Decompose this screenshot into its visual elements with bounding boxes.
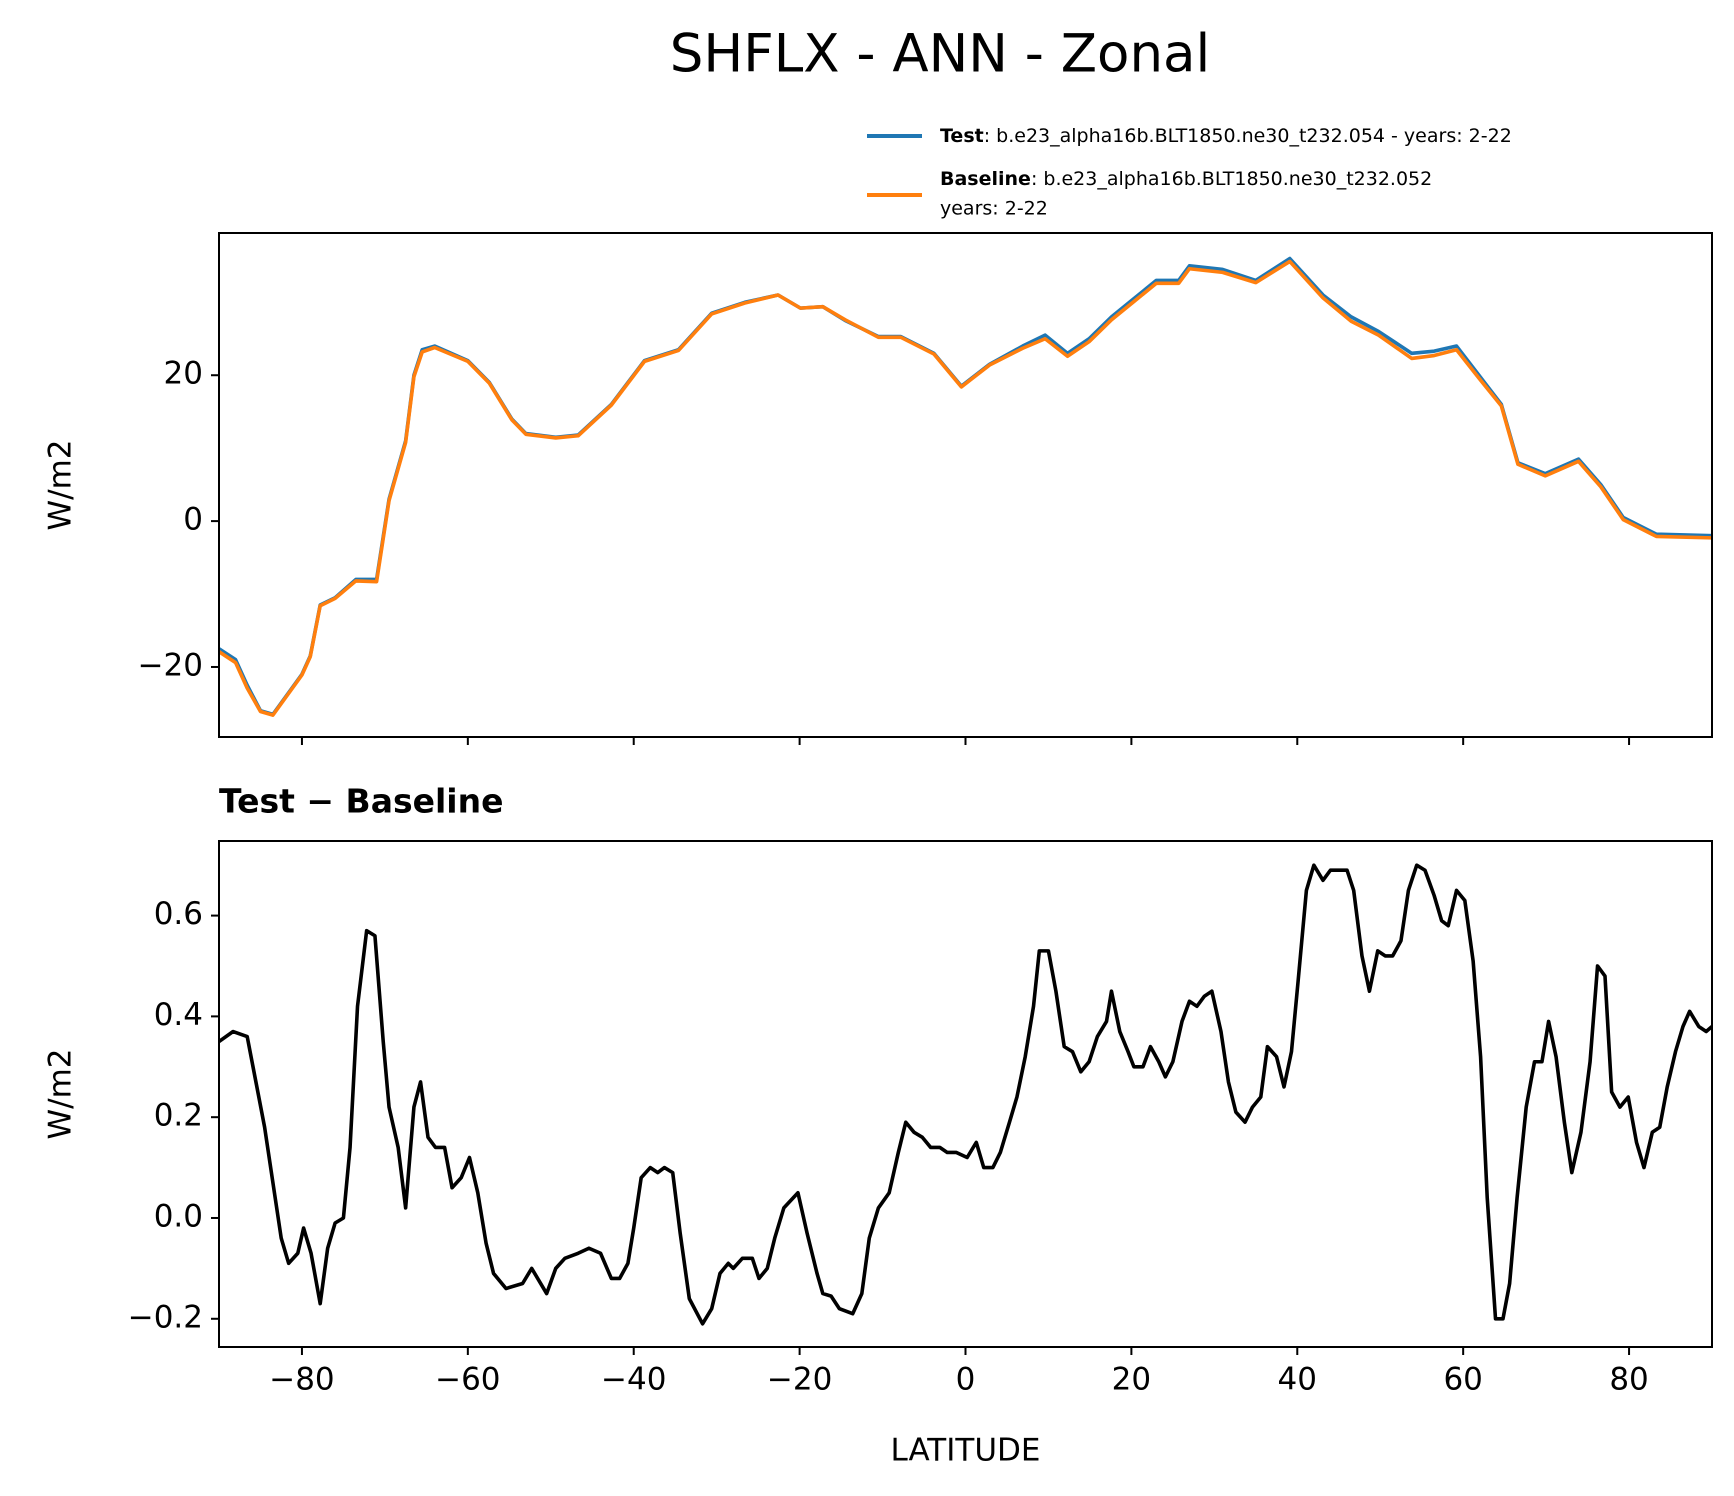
x-tick-label: −40 — [601, 1362, 666, 1398]
y-axis-label: W/m2 — [43, 439, 79, 530]
x-tick-label: 60 — [1443, 1362, 1482, 1398]
y-tick-label: −20 — [138, 647, 203, 683]
y-tick-label: 0.0 — [154, 1198, 203, 1234]
x-tick-label: 20 — [1112, 1362, 1151, 1398]
x-tick-label: 40 — [1278, 1362, 1317, 1398]
chart-title: SHFLX - ANN - Zonal — [670, 24, 1211, 85]
x-tick-label: 0 — [956, 1362, 976, 1398]
y-tick-label: 20 — [164, 356, 203, 392]
y-axis-label: W/m2 — [43, 1048, 79, 1139]
x-tick-label: −20 — [767, 1362, 832, 1398]
axes-frame — [218, 232, 1713, 738]
y-tick-label: 0.4 — [154, 997, 203, 1033]
y-tick-label: 0 — [183, 502, 203, 538]
legend-label: years: 2-22 — [940, 198, 1048, 220]
x-tick-label: −80 — [269, 1362, 334, 1398]
y-tick-label: −0.2 — [128, 1299, 203, 1335]
subplot-title: Test − Baseline — [219, 782, 504, 821]
data-line — [219, 863, 1712, 1326]
y-tick-label: 0.6 — [154, 896, 203, 932]
legend-entry: Baseline: b.e23_alpha16b.BLT1850.ne30_t2… — [940, 168, 1432, 190]
x-axis-label: LATITUDE — [891, 1433, 1041, 1469]
legend-name: Test — [940, 125, 984, 147]
legend-label: : b.e23_alpha16b.BLT1850.ne30_t232.054 -… — [984, 125, 1512, 147]
y-tick-label: 0.2 — [154, 1098, 203, 1134]
legend-name: Baseline — [940, 168, 1031, 190]
x-tick-label: −60 — [435, 1362, 500, 1398]
axes-frame — [218, 840, 1713, 1348]
x-tick-label: 80 — [1609, 1362, 1648, 1398]
legend-entry: Test: b.e23_alpha16b.BLT1850.ne30_t232.0… — [940, 125, 1512, 147]
legend-label: : b.e23_alpha16b.BLT1850.ne30_t232.052 — [1031, 168, 1432, 190]
data-line — [219, 259, 1712, 717]
